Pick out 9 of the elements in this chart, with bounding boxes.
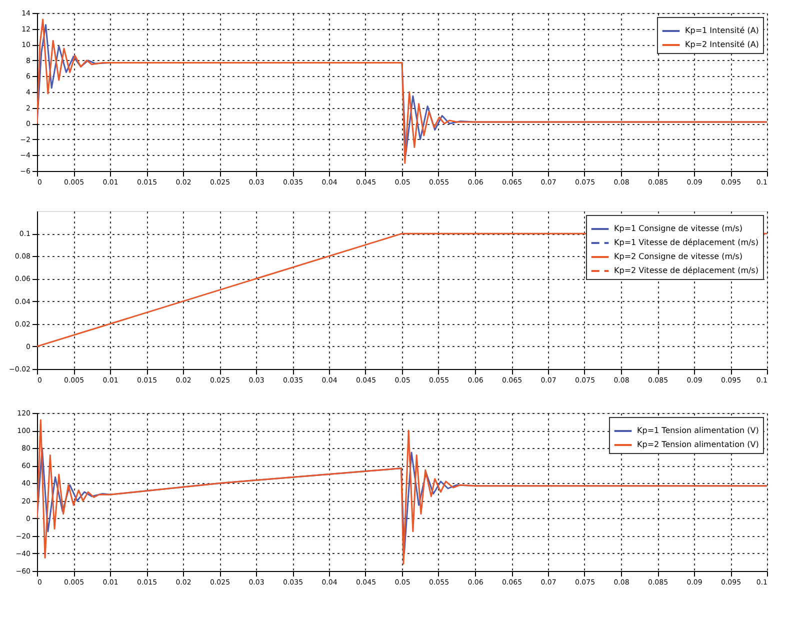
legend-label: Kp=1 Tension alimentation (V)	[637, 426, 759, 435]
line-series	[37, 419, 767, 565]
legend-label: Kp=1 Intensité (A)	[685, 26, 759, 35]
legend-label: Kp=2 Consigne de vitesse (m/s)	[614, 252, 742, 261]
legend-label: Kp=2 Intensité (A)	[685, 40, 759, 49]
legend-label: Kp=2 Vitesse de déplacement (m/s)	[614, 266, 758, 275]
legend-label: Kp=1 Consigne de vitesse (m/s)	[614, 224, 742, 233]
legend-label: Kp=2 Tension alimentation (V)	[637, 440, 759, 449]
legend-label: Kp=1 Vitesse de déplacement (m/s)	[614, 238, 758, 247]
